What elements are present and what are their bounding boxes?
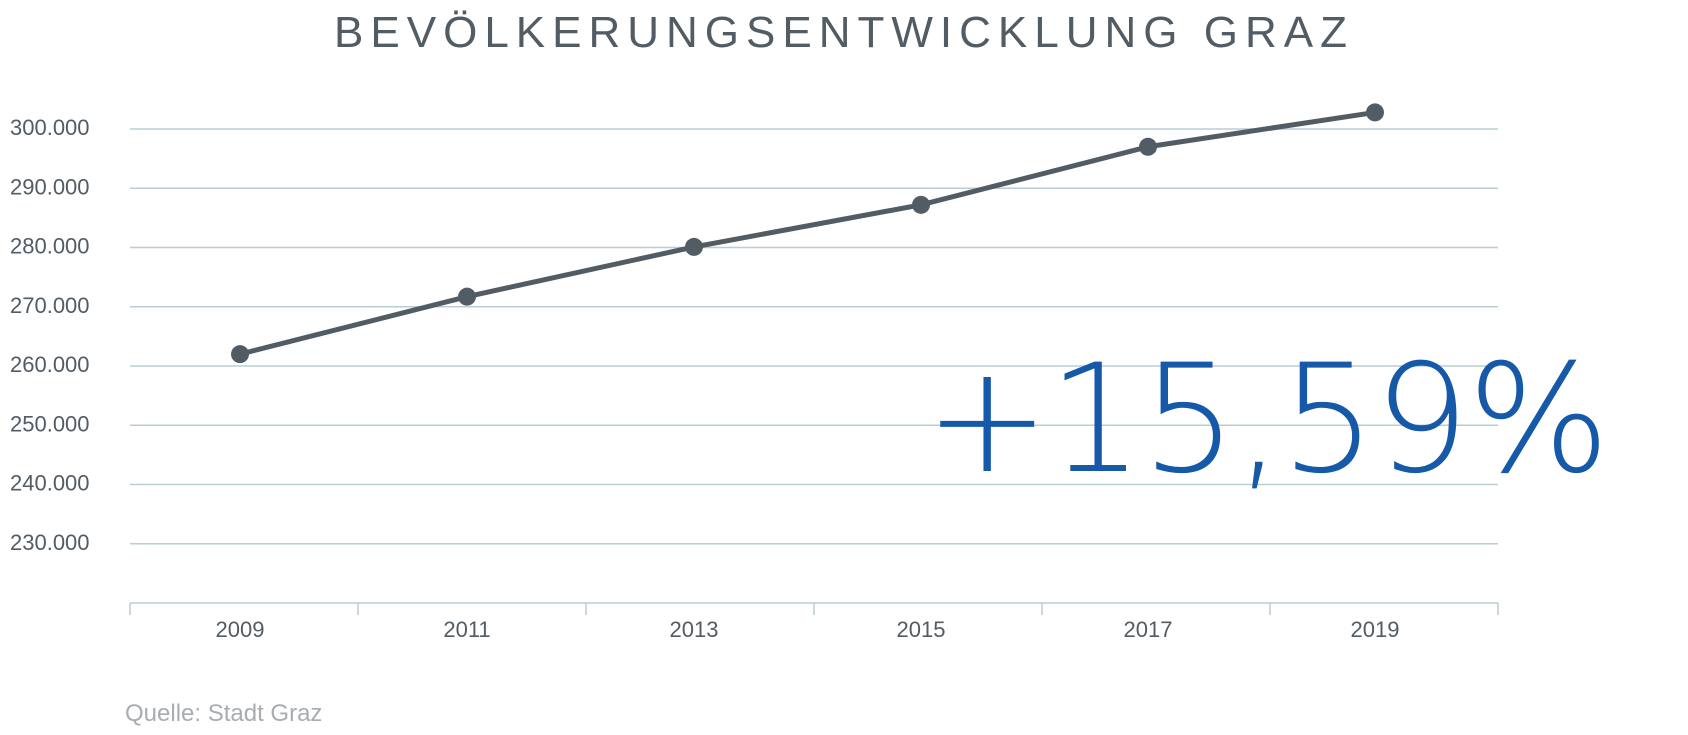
y-tick-label: 250.000 bbox=[10, 411, 90, 436]
x-tick-label: 2017 bbox=[1124, 617, 1173, 642]
x-tick-label: 2009 bbox=[216, 617, 265, 642]
growth-percentage: +15,59% bbox=[924, 333, 1610, 507]
x-axis bbox=[129, 602, 1499, 615]
y-tick-label: 270.000 bbox=[10, 293, 90, 318]
data-point bbox=[1366, 103, 1384, 122]
x-tick-label: 2019 bbox=[1351, 617, 1400, 642]
grid-lines bbox=[130, 128, 1498, 545]
y-tick-label: 230.000 bbox=[10, 530, 90, 555]
y-tick-label: 240.000 bbox=[10, 471, 90, 496]
y-tick-label: 280.000 bbox=[10, 234, 90, 259]
data-point bbox=[685, 237, 703, 256]
data-point bbox=[231, 345, 249, 364]
series-line bbox=[239, 109, 1376, 357]
source-note: Quelle: Stadt Graz bbox=[125, 700, 323, 727]
y-tick-label: 290.000 bbox=[10, 174, 90, 199]
chart-title: BEVÖLKERUNGSENTWICKLUNG GRAZ bbox=[334, 8, 1354, 57]
x-tick-labels: 2009 2011 2013 2015 2017 2019 bbox=[216, 617, 1400, 642]
data-point bbox=[912, 195, 930, 214]
x-tick-label: 2013 bbox=[670, 617, 719, 642]
data-point bbox=[1139, 137, 1157, 156]
y-tick-label: 300.000 bbox=[10, 115, 90, 140]
series bbox=[231, 103, 1384, 364]
y-tick-labels: 230.000 240.000 250.000 260.000 270.000 280.0… bbox=[10, 115, 90, 555]
x-tick-label: 2011 bbox=[443, 617, 490, 642]
x-tick-label: 2015 bbox=[897, 617, 946, 642]
y-tick-label: 260.000 bbox=[10, 352, 90, 377]
data-point bbox=[458, 287, 476, 306]
